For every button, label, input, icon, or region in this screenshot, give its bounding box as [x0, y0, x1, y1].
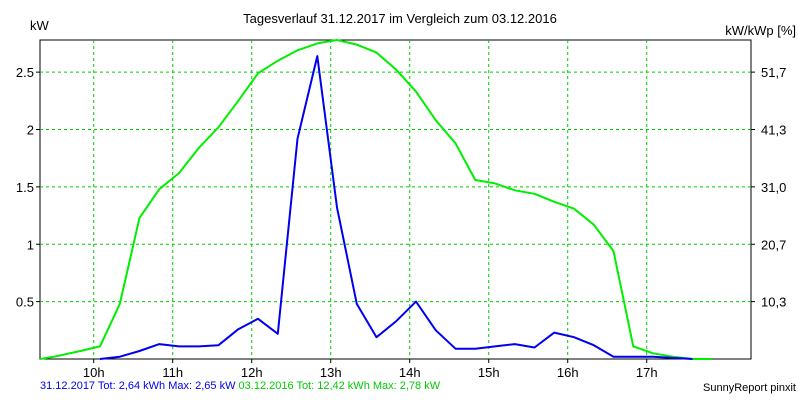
chart-title: Tagesverlauf 31.12.2017 im Vergleich zum…: [243, 11, 557, 26]
y-axis-label-right: kW/kWp [%]: [725, 23, 796, 38]
summary-2017: 31.12.2017 Tot: 2,64 kWh Max: 2,65 kW: [40, 380, 236, 392]
x-tick-label: 10h: [83, 365, 105, 380]
grid: [40, 40, 751, 359]
x-tick-label: 17h: [636, 365, 658, 380]
y-tick-label-right: 51,7: [761, 65, 786, 80]
x-tick-label: 12h: [241, 365, 263, 380]
footer-credit: SunnyReport pinxit: [703, 382, 796, 394]
x-tick-label: 14h: [399, 365, 421, 380]
series-line-2017: [99, 55, 693, 360]
footer-summary: 31.12.2017 Tot: 2,64 kWh Max: 2,65 kW 03…: [40, 380, 440, 392]
y-tick-label-left: 2: [27, 123, 34, 138]
y-axis-label-left: kW: [30, 18, 50, 33]
x-tick-label: 11h: [162, 365, 183, 380]
x-tick-label: 13h: [320, 365, 342, 380]
y-tick-label-right: 10,3: [761, 295, 786, 310]
series-lines: [39, 39, 713, 360]
series-line-2016: [39, 39, 713, 360]
y-tick-label-left: 1.5: [16, 180, 34, 195]
x-tick-label: 16h: [557, 365, 579, 380]
y-tick-label-left: 1: [27, 237, 34, 252]
summary-2016: 03.12.2016 Tot: 12,42 kWh Max: 2,78 kW: [238, 380, 441, 392]
y-tick-label-right: 41,3: [761, 123, 786, 138]
y-tick-label-left: 0.5: [16, 295, 34, 310]
y-tick-label-right: 20,7: [761, 237, 786, 252]
plot-area: [39, 39, 752, 360]
y-tick-label-left: 2.5: [16, 65, 34, 80]
tick-labels: 10h 11h 12h 13h 14h 15h 16h 17h 0.5 10,3 1 20,7 1.5 3…: [16, 65, 786, 380]
y-tick-label-right: 31,0: [761, 180, 786, 195]
x-tick-label: 15h: [478, 365, 500, 380]
